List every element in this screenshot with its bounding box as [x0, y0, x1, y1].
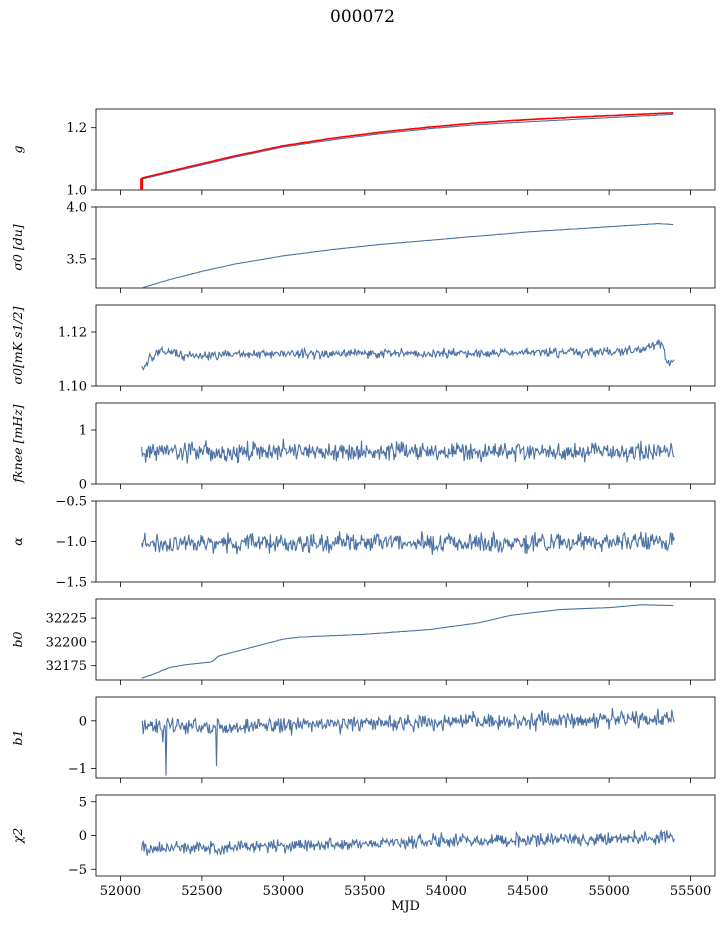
series-line-1 [141, 438, 675, 464]
series-line-1 [141, 828, 675, 856]
y-tick-label: 1.10 [58, 380, 87, 395]
y-tick-label: 5 [79, 795, 87, 810]
series-line-1 [141, 223, 674, 289]
panel-frame [95, 304, 716, 387]
y-tick-label: 1.2 [66, 121, 87, 136]
series-line-1 [141, 604, 674, 679]
x-tick-label: 52500 [181, 884, 222, 899]
y-tick-label: 1 [79, 424, 87, 439]
y-tick-label: −0.5 [55, 495, 87, 510]
y-tick-label: 1.0 [66, 184, 87, 199]
x-tick-label: 54500 [507, 884, 548, 899]
y-axis-label: σ0[mK s1/2] [10, 306, 25, 384]
y-tick-label: −1 [68, 762, 87, 777]
y-axis-label: g [10, 145, 25, 153]
series-line-1 [141, 708, 675, 776]
x-tick-label: 53000 [263, 884, 304, 899]
y-axis-label: b1 [10, 730, 25, 746]
panel-frame [95, 402, 716, 485]
y-tick-label: −1.0 [55, 535, 87, 550]
panel-5: −1.5 −1.0 −0.5 α [10, 495, 716, 591]
y-tick-label: 0 [79, 829, 87, 844]
x-axis-label: MJD [391, 899, 420, 914]
panel-4: 0 1 fknee [mHz] [10, 402, 716, 493]
x-tick-label: 55500 [670, 884, 711, 899]
series-line-2 [141, 111, 674, 180]
panel-2: 3.5 4.0 σ0 [du] [10, 201, 716, 293]
x-tick-label: 53500 [344, 884, 385, 899]
panel-1: 1.0 1.2 g [10, 108, 716, 199]
series-line-1 [141, 339, 675, 372]
panel-frame [95, 794, 716, 877]
x-tick-label: 52000 [100, 884, 141, 899]
y-axis-label: χ2 [10, 828, 25, 845]
y-axis-label: fknee [mHz] [10, 404, 25, 483]
y-axis-label: b0 [10, 631, 25, 647]
y-tick-label: −1.5 [55, 576, 87, 591]
figure-title: 000072 [330, 7, 395, 27]
y-tick-label: 3.5 [66, 252, 87, 267]
panel-6: 32175 32200 32225 b0 [10, 598, 716, 685]
y-tick-label: 4.0 [66, 201, 87, 216]
y-tick-label: 1.12 [58, 326, 87, 341]
y-tick-label: 32225 [46, 612, 87, 627]
x-tick-label: 55000 [588, 884, 629, 899]
series-line-1 [141, 113, 674, 180]
y-tick-label: 0 [79, 714, 87, 729]
panel-frame [95, 696, 716, 779]
y-tick-label: −5 [68, 863, 87, 878]
panel-frame [95, 108, 716, 191]
y-axis-label: α [10, 537, 25, 546]
series-line-1 [141, 531, 675, 555]
panel-7: −1 0 b1 [10, 696, 716, 783]
y-tick-label: 32200 [46, 635, 87, 650]
panel-frame [95, 206, 716, 289]
y-tick-label: 0 [79, 478, 87, 493]
panel-frame [95, 598, 716, 681]
y-axis-label: σ0 [du] [10, 224, 25, 270]
x-tick-label: 54000 [426, 884, 467, 899]
panel-3: 1.10 1.12 σ0[mK s1/2] [10, 304, 716, 395]
panel-8: −5 0 5 52000 52500 53000 53500 54000 54500 55000 5… [10, 794, 716, 914]
y-tick-label: 32175 [46, 659, 87, 674]
